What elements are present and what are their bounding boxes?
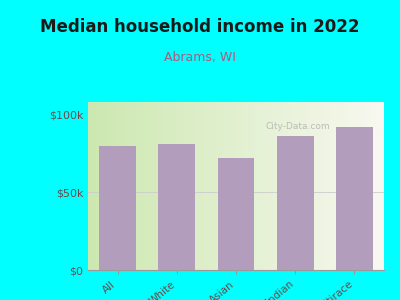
Bar <box>218 158 254 270</box>
Bar <box>277 136 314 270</box>
Text: Median household income in 2022: Median household income in 2022 <box>40 18 360 36</box>
Text: Abrams, WI: Abrams, WI <box>164 51 236 64</box>
Bar <box>99 146 136 270</box>
Text: City-Data.com: City-Data.com <box>266 122 330 131</box>
Bar <box>336 127 373 270</box>
Bar <box>158 144 195 270</box>
